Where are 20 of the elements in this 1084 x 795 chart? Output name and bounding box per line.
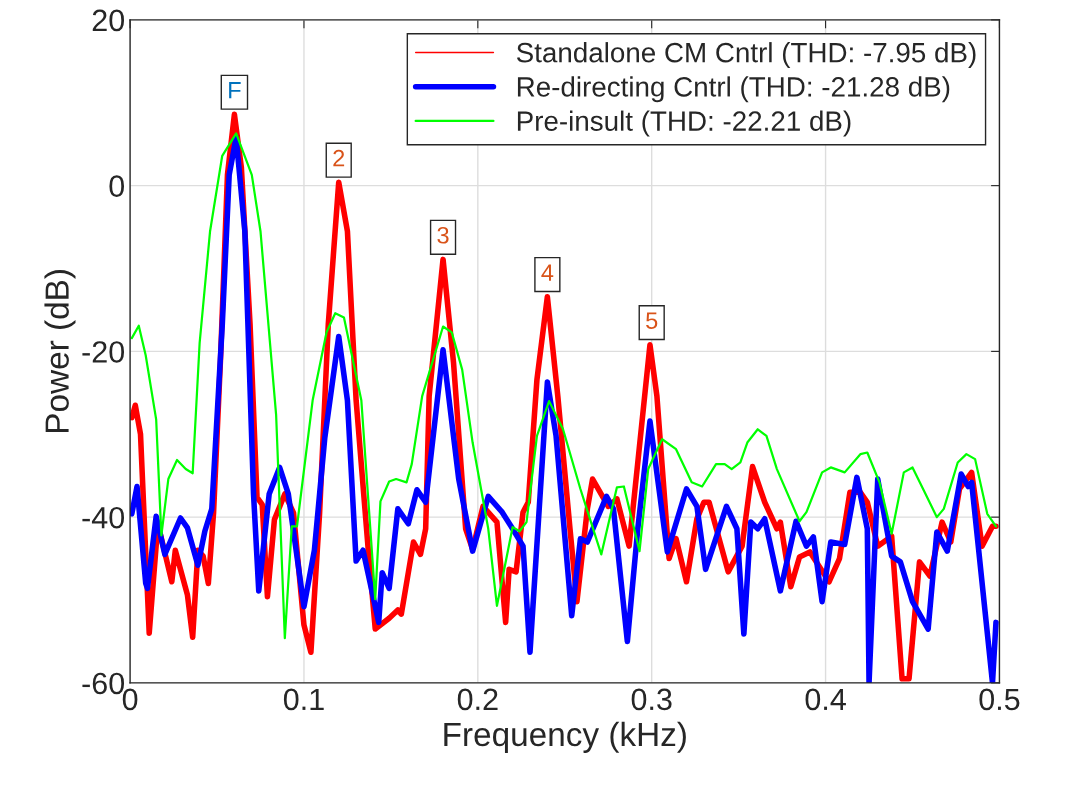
y-tick-label: 20 [92,9,125,32]
legend-label: Pre-insult (THD: -22.21 dB) [517,110,851,137]
legend-label: Standalone CM Cntrl (THD: -7.95 dB) [516,42,976,68]
x-tick-label: 0.5 [979,688,1020,711]
annotation: 5 [646,312,658,329]
x-tick-label: 0.1 [283,688,324,711]
y-tick-label: 0 [109,175,125,197]
x-axis-title: Frequency (kHz) [444,721,686,753]
y-tick-label: -20 [82,341,125,363]
y-tick-label: -60 [82,672,125,695]
x-tick-label: 0.2 [457,688,498,711]
x-tick-label: 0.4 [805,688,846,711]
y-tick-label: -40 [82,506,125,529]
annotation: 4 [541,264,554,281]
annotation: F [229,82,241,99]
annotation: 3 [437,226,449,244]
legend-label: Re-directing Cntrl (THD: -21.28 dB) [517,76,950,103]
annotation: 2 [333,149,345,167]
y-axis-title: Power (dB) [44,270,76,433]
x-tick-label: 0.3 [631,688,672,711]
